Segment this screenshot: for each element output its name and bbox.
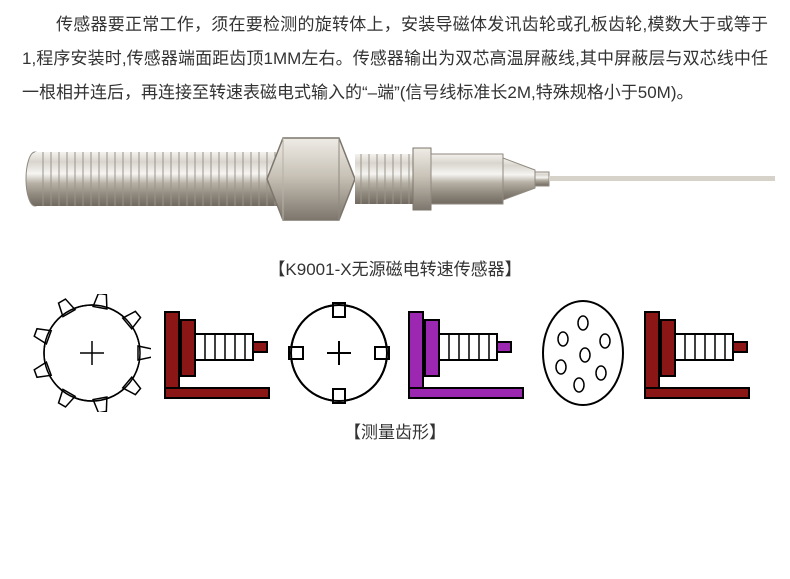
diagram-caption: 【测量齿形】	[0, 418, 790, 443]
sensor-photo	[0, 114, 790, 249]
photo-caption: 【K9001-X无源磁电转速传感器】	[0, 255, 790, 280]
intro-paragraph: 传感器要正常工作，须在要检测的旋转体上，安装导磁体发讯齿轮或孔板齿轮,模数大于或…	[0, 0, 790, 110]
diagram-row	[0, 294, 790, 412]
gear-outline-icon	[33, 294, 151, 412]
paragraph-text: 传感器要正常工作，须在要检测的旋转体上，安装导磁体发讯齿轮或孔板齿轮,模数大于或…	[22, 8, 768, 110]
sensor-photo-svg	[15, 114, 775, 244]
hole-disc-icon	[535, 294, 631, 412]
sensor-assembly-maroon-icon	[157, 294, 277, 412]
sensor-assembly-purple-icon	[401, 294, 529, 412]
slot-disc-icon	[283, 294, 395, 412]
sensor-assembly-maroon2-icon	[637, 294, 757, 412]
